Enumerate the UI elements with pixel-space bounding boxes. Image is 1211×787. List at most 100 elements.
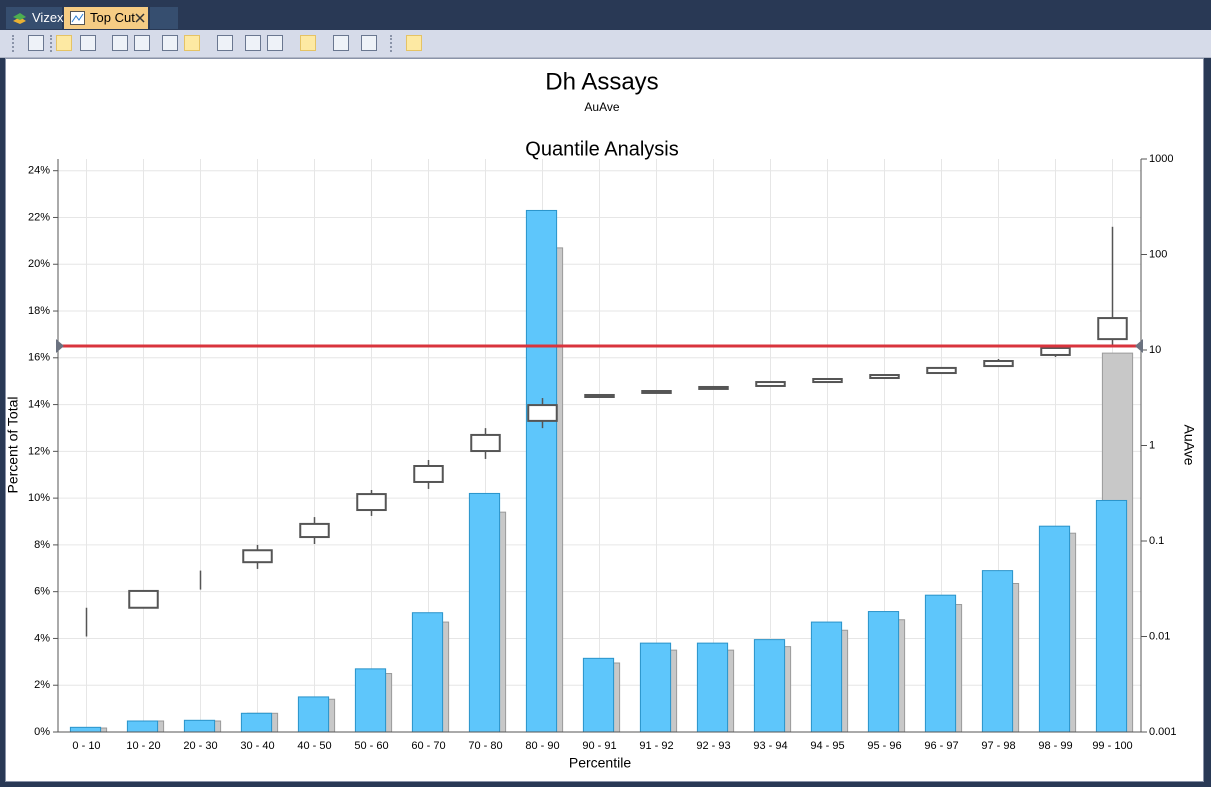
y-tick-label: 18% <box>28 305 50 317</box>
y-tick-label: 6% <box>34 586 50 598</box>
bar <box>981 570 1014 733</box>
tab-bar: Vizex Top Cut <box>0 0 1211 30</box>
tab-icon <box>70 11 85 25</box>
tool-button[interactable] <box>134 35 150 51</box>
x-tick-label: 20 - 30 <box>183 740 217 752</box>
y2-tick-label: 0.1 <box>1149 535 1164 547</box>
box <box>1097 317 1128 341</box>
x-tick-label: 30 - 40 <box>240 740 274 752</box>
tool-button[interactable] <box>112 35 128 51</box>
bar <box>867 611 900 733</box>
tool-button[interactable] <box>28 35 44 51</box>
bar <box>240 712 273 733</box>
y-tick-label: 10% <box>28 492 50 504</box>
reference-handle <box>1135 339 1143 354</box>
bar <box>126 720 159 733</box>
bar <box>297 696 330 733</box>
bar <box>753 639 786 733</box>
x-tick-label: 50 - 60 <box>354 740 388 752</box>
y-tick-label: 24% <box>28 165 50 177</box>
box <box>413 465 444 483</box>
tab-label: Top Cut <box>90 10 135 25</box>
y-tick-label: 8% <box>34 539 50 551</box>
x-tick-label: 40 - 50 <box>297 740 331 752</box>
box <box>926 366 957 375</box>
y2-tick-label: 1000 <box>1149 153 1173 165</box>
y2-tick-label: 0.001 <box>1149 726 1177 738</box>
box <box>527 404 558 422</box>
box <box>812 377 843 384</box>
reference-handle <box>56 339 64 354</box>
y-tick-label: 4% <box>34 632 50 644</box>
x-tick-label: 95 - 96 <box>867 740 901 752</box>
tool-button[interactable] <box>162 35 178 51</box>
grip <box>12 35 17 52</box>
tab-icon <box>13 13 26 24</box>
bar <box>183 719 216 733</box>
toolbar <box>0 30 1211 58</box>
tool-button[interactable] <box>333 35 349 51</box>
bar <box>696 642 729 733</box>
y2-axis-label: AuAve <box>1181 425 1197 466</box>
x-tick-label: 0 - 10 <box>72 740 100 752</box>
y2-tick-label: 1 <box>1149 439 1155 451</box>
box <box>470 433 501 453</box>
tool-button[interactable] <box>56 35 72 51</box>
box <box>983 360 1014 368</box>
box <box>698 385 729 390</box>
tab-strip <box>150 7 178 29</box>
x-tick-label: 97 - 98 <box>981 740 1015 752</box>
grip <box>390 35 395 52</box>
tool-button[interactable] <box>245 35 261 51</box>
bar <box>1038 525 1071 733</box>
x-tick-label: 90 - 91 <box>582 740 616 752</box>
tool-button[interactable] <box>184 35 200 51</box>
x-tick-label: 60 - 70 <box>411 740 445 752</box>
bar <box>810 621 843 733</box>
bar <box>639 642 672 733</box>
x-tick-label: 92 - 93 <box>696 740 730 752</box>
grip <box>50 35 55 52</box>
plot-title: Quantile Analysis <box>525 138 678 160</box>
y-tick-label: 12% <box>28 445 50 457</box>
close-button[interactable] <box>135 13 145 23</box>
box <box>242 549 273 564</box>
box <box>869 374 900 380</box>
y2-tick-label: 100 <box>1149 248 1167 260</box>
bar <box>525 209 558 733</box>
bar <box>354 668 387 733</box>
box <box>1040 346 1071 356</box>
tool-button[interactable] <box>300 35 316 51</box>
x-tick-label: 91 - 92 <box>639 740 673 752</box>
box <box>128 589 159 609</box>
bar <box>1095 499 1128 733</box>
box <box>755 381 786 387</box>
y-tick-label: 2% <box>34 679 50 691</box>
bar <box>582 657 615 733</box>
tool-button[interactable] <box>217 35 233 51</box>
box <box>641 390 672 394</box>
tab[interactable]: Vizex <box>6 7 64 29</box>
x-tick-label: 99 - 100 <box>1092 740 1132 752</box>
x-tick-label: 96 - 97 <box>924 740 958 752</box>
y-tick-label: 22% <box>28 211 50 223</box>
x-tick-label: 93 - 94 <box>753 740 787 752</box>
tool-button[interactable] <box>361 35 377 51</box>
tab[interactable]: Top Cut <box>64 7 148 29</box>
bar <box>468 492 501 733</box>
tool-button[interactable] <box>80 35 96 51</box>
y-tick-label: 0% <box>34 726 50 738</box>
tool-button[interactable] <box>267 35 283 51</box>
x-tick-label: 94 - 95 <box>810 740 844 752</box>
y-tick-label: 16% <box>28 352 50 364</box>
x-tick-label: 98 - 99 <box>1038 740 1072 752</box>
y-tick-label: 20% <box>28 258 50 270</box>
x-tick-label: 10 - 20 <box>126 740 160 752</box>
tab-label: Vizex <box>32 10 64 25</box>
tool-button[interactable] <box>406 35 422 51</box>
chart-title: Dh Assays <box>545 68 658 95</box>
chart-subtitle: AuAve <box>584 100 619 114</box>
box <box>356 493 387 512</box>
